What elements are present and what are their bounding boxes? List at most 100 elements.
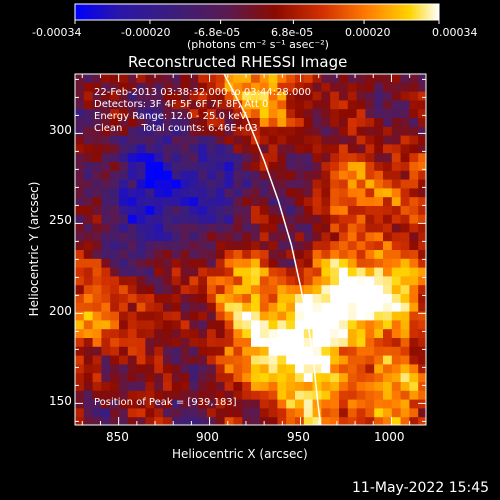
heatmap-cell (259, 179, 270, 189)
heatmap-cell (330, 285, 340, 295)
heatmap-cell (180, 197, 190, 207)
heatmap-cell (136, 170, 146, 181)
heatmap-cell (75, 373, 85, 383)
heatmap-cell (391, 144, 402, 154)
heatmap-cell (215, 179, 226, 189)
heatmap-cell (136, 346, 146, 357)
heatmap-cell (136, 91, 146, 101)
heatmap-cell (233, 399, 243, 409)
heatmap-cell (321, 74, 331, 84)
heatmap-cell (215, 276, 226, 286)
heatmap-cell (75, 276, 85, 286)
heatmap-cell (383, 355, 393, 365)
heatmap-cell (268, 126, 278, 137)
heatmap-cell (277, 355, 287, 365)
heatmap-cell (312, 382, 322, 392)
heatmap-cell (259, 346, 270, 357)
heatmap-cell (347, 294, 358, 304)
heatmap-cell (145, 382, 155, 392)
heatmap-cell (418, 382, 426, 392)
heatmap-cell (110, 355, 120, 365)
heatmap-cell (215, 100, 226, 110)
heatmap-cell (198, 232, 208, 242)
colorbar-tick-label: -0.00020 (121, 26, 171, 39)
heatmap-cell (330, 390, 340, 401)
annotation-line: Detectors: 3F 4F 5F 6F 7F 8F, Att 0 (94, 99, 269, 110)
heatmap-cell (409, 390, 419, 401)
heatmap-cell (83, 320, 94, 330)
heatmap-cell (83, 355, 94, 365)
heatmap-cell (259, 153, 270, 163)
heatmap-cell (286, 144, 296, 154)
heatmap-cell (119, 223, 129, 233)
heatmap-cell (303, 408, 314, 418)
heatmap-cell (400, 135, 410, 145)
heatmap-cell (189, 408, 199, 418)
heatmap-cell (110, 126, 120, 137)
heatmap-cell (365, 206, 375, 216)
heatmap-cell (145, 197, 155, 207)
heatmap-cell (110, 241, 120, 251)
heatmap-cell (110, 82, 120, 93)
colorbar-ticks (74, 20, 440, 24)
heatmap-cell (198, 179, 208, 189)
heatmap-cell (180, 223, 190, 233)
heatmap-cell (215, 250, 226, 260)
heatmap-cell (110, 250, 120, 260)
heatmap-cell (330, 179, 340, 189)
heatmap-cell (163, 285, 173, 295)
heatmap-cell (312, 294, 322, 304)
heatmap-cell (418, 320, 426, 330)
heatmap-cell (224, 100, 234, 110)
heatmap-cell (171, 214, 182, 225)
heatmap-cell (189, 311, 199, 321)
heatmap-cell (295, 382, 305, 392)
heatmap-cell (101, 417, 111, 425)
heatmap-cell (303, 170, 314, 181)
heatmap-cell (224, 118, 234, 128)
heatmap-cell (101, 214, 111, 225)
heatmap-cell (277, 373, 287, 383)
heatmap-cell (277, 250, 287, 260)
heatmap-cell (215, 206, 226, 216)
heatmap-cell (224, 276, 234, 286)
heatmap-cell (136, 294, 146, 304)
heatmap-cell (339, 100, 349, 110)
heatmap-cell (286, 417, 296, 425)
heatmap-cell (233, 170, 243, 181)
heatmap-cell (418, 267, 426, 277)
heatmap-cell (259, 329, 270, 339)
heatmap-cell (119, 408, 129, 418)
heatmap-cell (198, 153, 208, 163)
heatmap-cell (189, 153, 199, 163)
heatmap-cell (259, 197, 270, 207)
heatmap-cell (400, 206, 410, 216)
heatmap-cell (365, 153, 375, 163)
heatmap-cell (339, 346, 349, 357)
heatmap-cell (303, 355, 314, 365)
heatmap-cell (374, 302, 384, 313)
heatmap-cell (145, 135, 155, 145)
heatmap-cell (215, 294, 226, 304)
heatmap-cell (92, 153, 102, 163)
heatmap-cell (383, 346, 393, 357)
heatmap-cell (321, 162, 331, 172)
heatmap-cell (75, 399, 85, 409)
heatmap-cell (119, 91, 129, 101)
heatmap-cell (233, 188, 243, 198)
heatmap-cell (356, 302, 366, 313)
heatmap-cell (330, 214, 340, 225)
heatmap-cell (383, 188, 393, 198)
heatmap-cell (242, 109, 252, 119)
heatmap-cell (339, 223, 349, 233)
heatmap-cell (339, 408, 349, 418)
heatmap-cell (171, 109, 182, 119)
heatmap-cell (391, 162, 402, 172)
heatmap-cell (400, 232, 410, 242)
heatmap-cell (303, 179, 314, 189)
heatmap-cell (215, 188, 226, 198)
heatmap-cell (268, 267, 278, 277)
heatmap-cell (83, 118, 94, 128)
heatmap-cell (259, 118, 270, 128)
heatmap-cell (418, 223, 426, 233)
